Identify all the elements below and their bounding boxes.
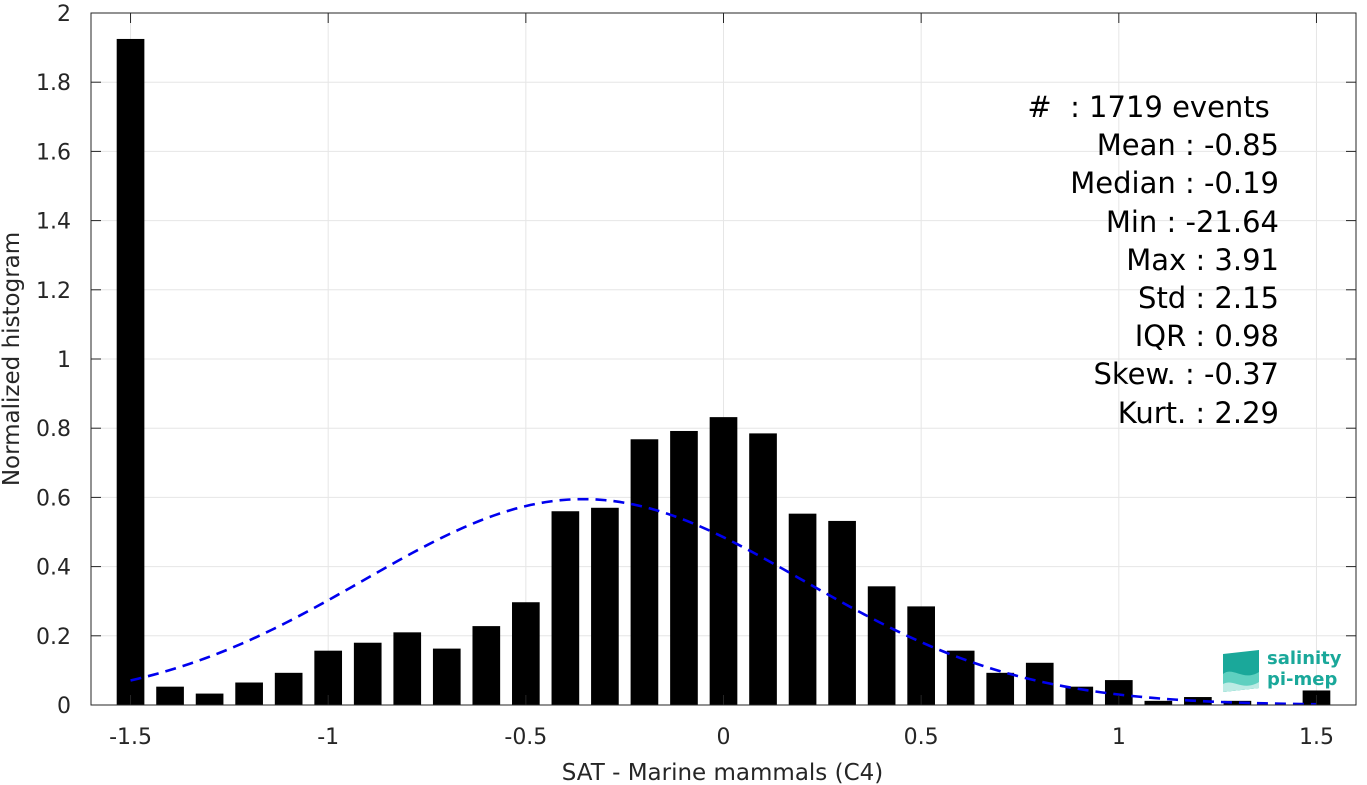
histogram-bar — [393, 632, 422, 705]
histogram-bar — [1223, 700, 1252, 705]
histogram-bar — [828, 520, 856, 705]
stat-std: Std : 2.15 — [1138, 281, 1279, 316]
histogram-bars — [116, 38, 1331, 705]
y-tick-label: 0.4 — [36, 556, 71, 581]
x-tick-label: -1.5 — [109, 725, 152, 750]
histogram-bar — [235, 682, 263, 705]
y-tick-label: 1.4 — [36, 210, 71, 235]
histogram-bar — [156, 686, 184, 705]
histogram-bar — [630, 439, 659, 705]
y-tick-label: 1 — [57, 348, 71, 373]
histogram-bar — [670, 430, 698, 705]
gaussian-fit-curve — [130, 497, 1317, 706]
histogram-bar — [946, 650, 975, 705]
stat-max: Max : 3.91 — [1126, 242, 1279, 277]
x-axis-ticks: -1.5 -1 -0.5 0 0.5 1 1.5 — [109, 13, 1334, 750]
logo-line1: salinity — [1267, 648, 1342, 669]
stat-min: Min : -21.64 — [1105, 204, 1279, 239]
histogram-bar — [591, 507, 619, 705]
histogram-bar — [432, 648, 461, 705]
statistics-box: # : 1719 events Mean : -0.85 Median : -0… — [1027, 88, 1279, 432]
histogram-bar — [116, 38, 145, 705]
histogram-bar — [512, 602, 540, 705]
stat-median: Median : -0.19 — [1070, 166, 1279, 201]
y-axis-label: Normalized histogram — [0, 232, 25, 486]
stat-iqr: IQR : 0.98 — [1134, 319, 1279, 354]
histogram-bar — [195, 693, 224, 705]
x-tick-label: 1.5 — [1299, 725, 1334, 750]
x-tick-label: -1 — [317, 725, 339, 750]
y-tick-label: 1.6 — [36, 140, 71, 165]
histogram-bar — [907, 606, 935, 705]
y-tick-label: 1.2 — [36, 279, 71, 304]
y-tick-label: 0.8 — [36, 417, 71, 442]
histogram-bar — [986, 672, 1015, 705]
x-tick-label: 0 — [717, 725, 731, 750]
stat-kurt: Kurt. : 2.29 — [1117, 395, 1279, 430]
histogram-bar — [1144, 700, 1173, 705]
y-tick-label: 0 — [57, 694, 71, 719]
histogram-bar — [1184, 697, 1212, 705]
stat-mean: Mean : -0.85 — [1096, 128, 1279, 163]
histogram-bar — [472, 626, 501, 705]
wave-logo-icon — [1223, 650, 1259, 692]
y-tick-label: 1.8 — [36, 71, 71, 96]
y-axis-ticks: 0 0.2 0.4 0.6 0.8 1 1.2 1.4 1.6 1.8 2 — [36, 2, 1356, 719]
histogram-bar — [551, 511, 580, 705]
histogram-bar — [274, 672, 303, 705]
stat-count: # : 1719 events — [1027, 90, 1279, 124]
y-tick-label: 0.6 — [36, 486, 71, 511]
histogram-bar — [353, 642, 382, 705]
x-tick-label: -0.5 — [504, 725, 547, 750]
stat-skew: Skew. : -0.37 — [1093, 357, 1279, 392]
salinity-pimep-logo: salinity pi-mep — [1219, 648, 1349, 696]
histogram-bar — [749, 433, 777, 705]
histogram-bar — [709, 417, 738, 705]
x-axis-label: SAT - Marine mammals (C4) — [562, 760, 884, 785]
x-tick-label: 0.5 — [904, 725, 939, 750]
x-tick-label: 1 — [1112, 725, 1126, 750]
y-tick-label: 0.2 — [36, 625, 71, 650]
histogram-bar — [867, 586, 896, 705]
logo-line2: pi-mep — [1267, 669, 1338, 690]
histogram-bar — [788, 513, 817, 705]
y-tick-label: 2 — [57, 2, 71, 27]
